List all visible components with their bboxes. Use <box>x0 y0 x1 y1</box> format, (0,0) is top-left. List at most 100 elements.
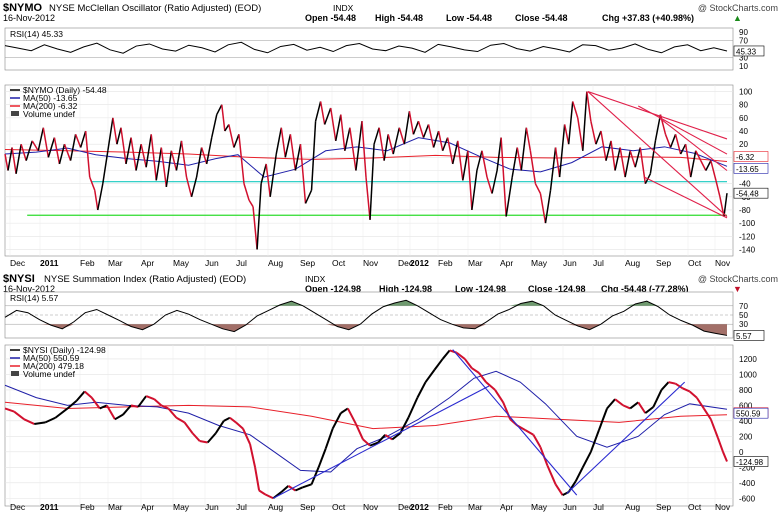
price-segment <box>674 134 682 155</box>
price-segment <box>695 150 702 161</box>
price-segment <box>595 130 602 145</box>
price-segment <box>310 466 320 485</box>
main-frame <box>4 344 734 507</box>
price-segment <box>407 397 419 419</box>
trendline <box>644 176 728 219</box>
price-segment <box>362 438 371 447</box>
exchange-label: INDX <box>305 274 326 284</box>
rsi-value-label: 45.33 <box>736 47 757 56</box>
price-value-label: -6.32 <box>736 153 755 162</box>
x-tick-label: Aug <box>268 258 283 268</box>
y-tick-label: -400 <box>739 479 756 488</box>
price-value-box <box>733 407 769 419</box>
price-segment <box>610 140 616 171</box>
price-segment <box>94 190 99 211</box>
price-segment <box>505 176 513 217</box>
price-segment <box>84 390 93 399</box>
price-segment <box>150 134 158 181</box>
y-tick-label: -100 <box>739 219 756 228</box>
price-segment <box>242 428 251 445</box>
price-segment <box>165 150 173 188</box>
price-segment <box>299 144 307 204</box>
price-segment <box>524 429 534 436</box>
price-segment <box>369 144 375 220</box>
x-tick-label: Jun <box>205 258 219 268</box>
x-tick-label: Dec <box>10 502 26 512</box>
price-segment <box>622 404 631 410</box>
price-segment <box>398 127 406 145</box>
price-segment <box>679 143 687 155</box>
price-segment <box>90 397 101 410</box>
price-segment <box>377 434 386 444</box>
price-segment <box>408 111 415 135</box>
price-segment <box>675 382 684 390</box>
quote-low: Low -54.48 <box>446 13 492 23</box>
rsi-frame <box>4 27 734 71</box>
chart-date: 16-Nov-2012 <box>3 284 55 294</box>
price-segment <box>534 183 542 194</box>
price-segment <box>137 395 147 408</box>
price-segment <box>481 150 488 178</box>
price-segment <box>31 140 39 152</box>
price-segment <box>702 407 712 420</box>
price-segment <box>284 134 292 158</box>
price-segment <box>441 137 449 152</box>
price-segment <box>84 130 91 178</box>
price-segment <box>391 432 401 441</box>
symbol: $NYSI <box>3 273 35 285</box>
legend-label: MA(50) -13.65 <box>23 93 78 103</box>
x-tick-label: Feb <box>80 502 95 512</box>
x-tick-label: 2012 <box>410 258 429 268</box>
price-segment <box>605 140 612 161</box>
x-tick-label: Oct <box>332 502 346 512</box>
price-segment <box>228 124 235 148</box>
rsi-tick-label: 70 <box>739 302 748 311</box>
x-tick-label: 2012 <box>410 502 429 512</box>
price-segment <box>476 150 483 171</box>
price-segment <box>314 101 322 122</box>
price-segment <box>221 104 226 132</box>
price-segment <box>664 134 672 148</box>
quote-low: Low -124.98 <box>455 284 506 294</box>
price-segment <box>63 143 72 161</box>
x-tick-label: Mar <box>468 258 483 268</box>
price-segment <box>331 412 342 430</box>
price-segment <box>494 389 504 403</box>
price-segment <box>485 381 496 391</box>
quote-chg: Chg +37.83 (+40.98%) <box>602 13 694 23</box>
price-value-label: -13.65 <box>736 165 759 174</box>
y-tick-label: -600 <box>739 494 756 503</box>
price-segment <box>722 451 728 462</box>
price-segment <box>572 101 579 119</box>
price-segment <box>160 147 168 188</box>
price-segment <box>254 467 261 491</box>
rsi-tick-label: 50 <box>739 311 748 320</box>
y-tick-label: 1200 <box>739 355 757 364</box>
price-segment <box>335 114 342 142</box>
rsi-tick-label: 90 <box>739 28 748 37</box>
price-segment <box>99 404 108 410</box>
rsi-tick-label: 70 <box>739 37 748 46</box>
x-tick-label: Jun <box>563 258 577 268</box>
legend-label: MA(50) 550.59 <box>23 353 79 363</box>
price-segment <box>199 439 208 444</box>
quote-close: Close -54.48 <box>515 13 568 23</box>
price-segment <box>130 137 137 171</box>
chart-title: NYSE McClellan Oscillator (Ratio Adjuste… <box>49 3 261 14</box>
price-segment <box>224 124 230 132</box>
price-segment <box>248 199 254 208</box>
x-tick-label: Nov <box>363 258 379 268</box>
price-segment <box>167 407 178 419</box>
price-segment <box>383 134 389 161</box>
y-tick-label: 100 <box>739 88 753 97</box>
x-tick-label: Jul <box>593 258 604 268</box>
x-tick-label: Oct <box>688 502 702 512</box>
price-segment <box>529 150 537 184</box>
price-segment <box>210 114 218 138</box>
price-segment <box>275 127 283 155</box>
ma200-line <box>4 401 728 430</box>
price-segment <box>319 101 326 125</box>
rsi-value-box <box>733 45 765 57</box>
price-segment <box>558 124 566 178</box>
